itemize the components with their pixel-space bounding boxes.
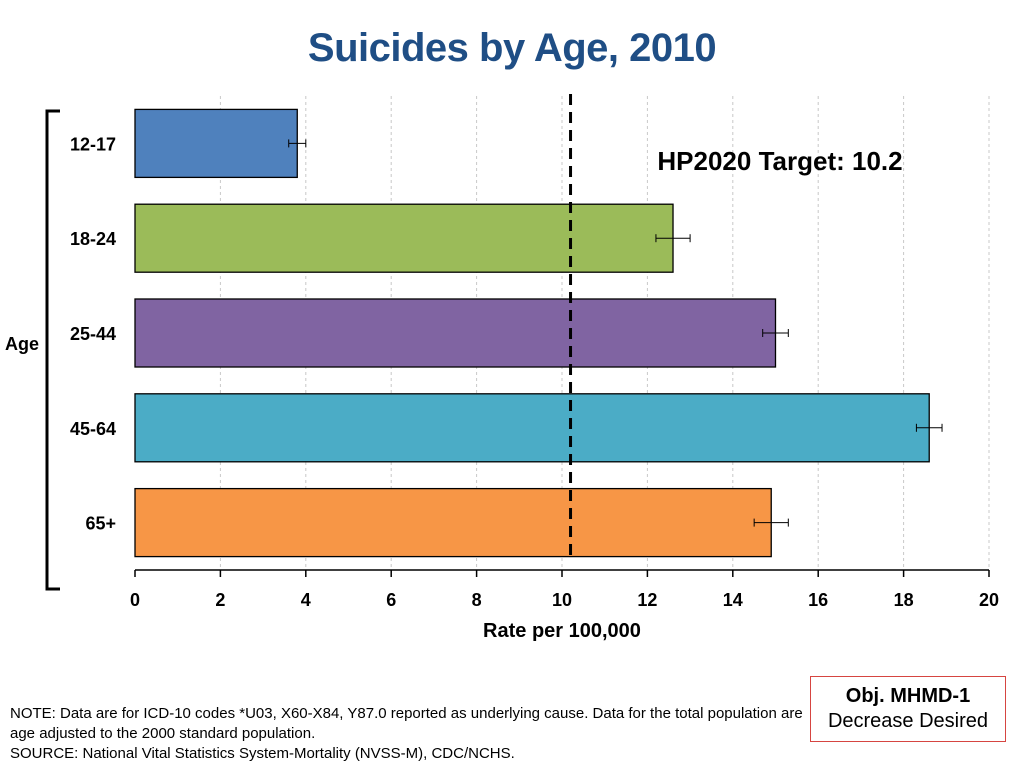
x-tick-label: 14 [723,590,743,610]
objective-id: Obj. MHMD-1 [845,685,971,707]
category-label: 65+ [85,514,116,534]
note-text: NOTE: Data are for ICD-10 codes *U03, X6… [10,705,803,742]
footnote: NOTE: Data are for ICD-10 codes *U03, X6… [10,704,810,764]
x-tick-label: 10 [552,590,572,610]
age-bracket [45,109,60,591]
x-axis-title: Rate per 100,000 [483,620,641,642]
category-label: 12-17 [70,134,116,154]
objective-direction: Decrease Desired [827,710,989,732]
bar-25-44 [134,298,777,368]
x-tick-label: 4 [301,590,311,610]
target-label: HP2020 Target: 10.2 [657,146,902,176]
x-tick-label: 8 [472,590,482,610]
bar-65+ [134,487,772,558]
category-labels: 12-17 18-24 25-44 45-64 65+ [70,134,116,533]
x-tick-label: 20 [979,590,999,610]
x-tick-label: 2 [215,590,225,610]
x-tick-label: 18 [894,590,914,610]
x-axis: 0 2 4 6 8 10 12 14 16 18 20 [130,569,999,610]
category-label: 45-64 [70,419,116,439]
x-tick-label: 6 [386,590,396,610]
x-tick-label: 12 [637,590,657,610]
chart-title: Suicides by Age, 2010 [307,26,717,70]
y-axis-title: Age [5,334,39,354]
source-text: SOURCE: National Vital Statistics System… [10,745,515,762]
bars [134,108,930,558]
error-bars [288,139,943,527]
bar-chart: 0 2 4 6 8 10 12 14 16 18 20 12-17 18-24 25-44 45-64 65… [5,94,999,642]
bar-12-17 [134,108,298,179]
bar-18-24 [134,203,674,273]
x-tick-label: 16 [808,590,828,610]
category-label: 18-24 [70,229,116,249]
category-label: 25-44 [70,324,116,344]
objective-box: Obj. MHMD-1 Decrease Desired [810,676,1006,742]
x-tick-label: 0 [130,590,140,610]
bar-45-64 [134,393,930,463]
